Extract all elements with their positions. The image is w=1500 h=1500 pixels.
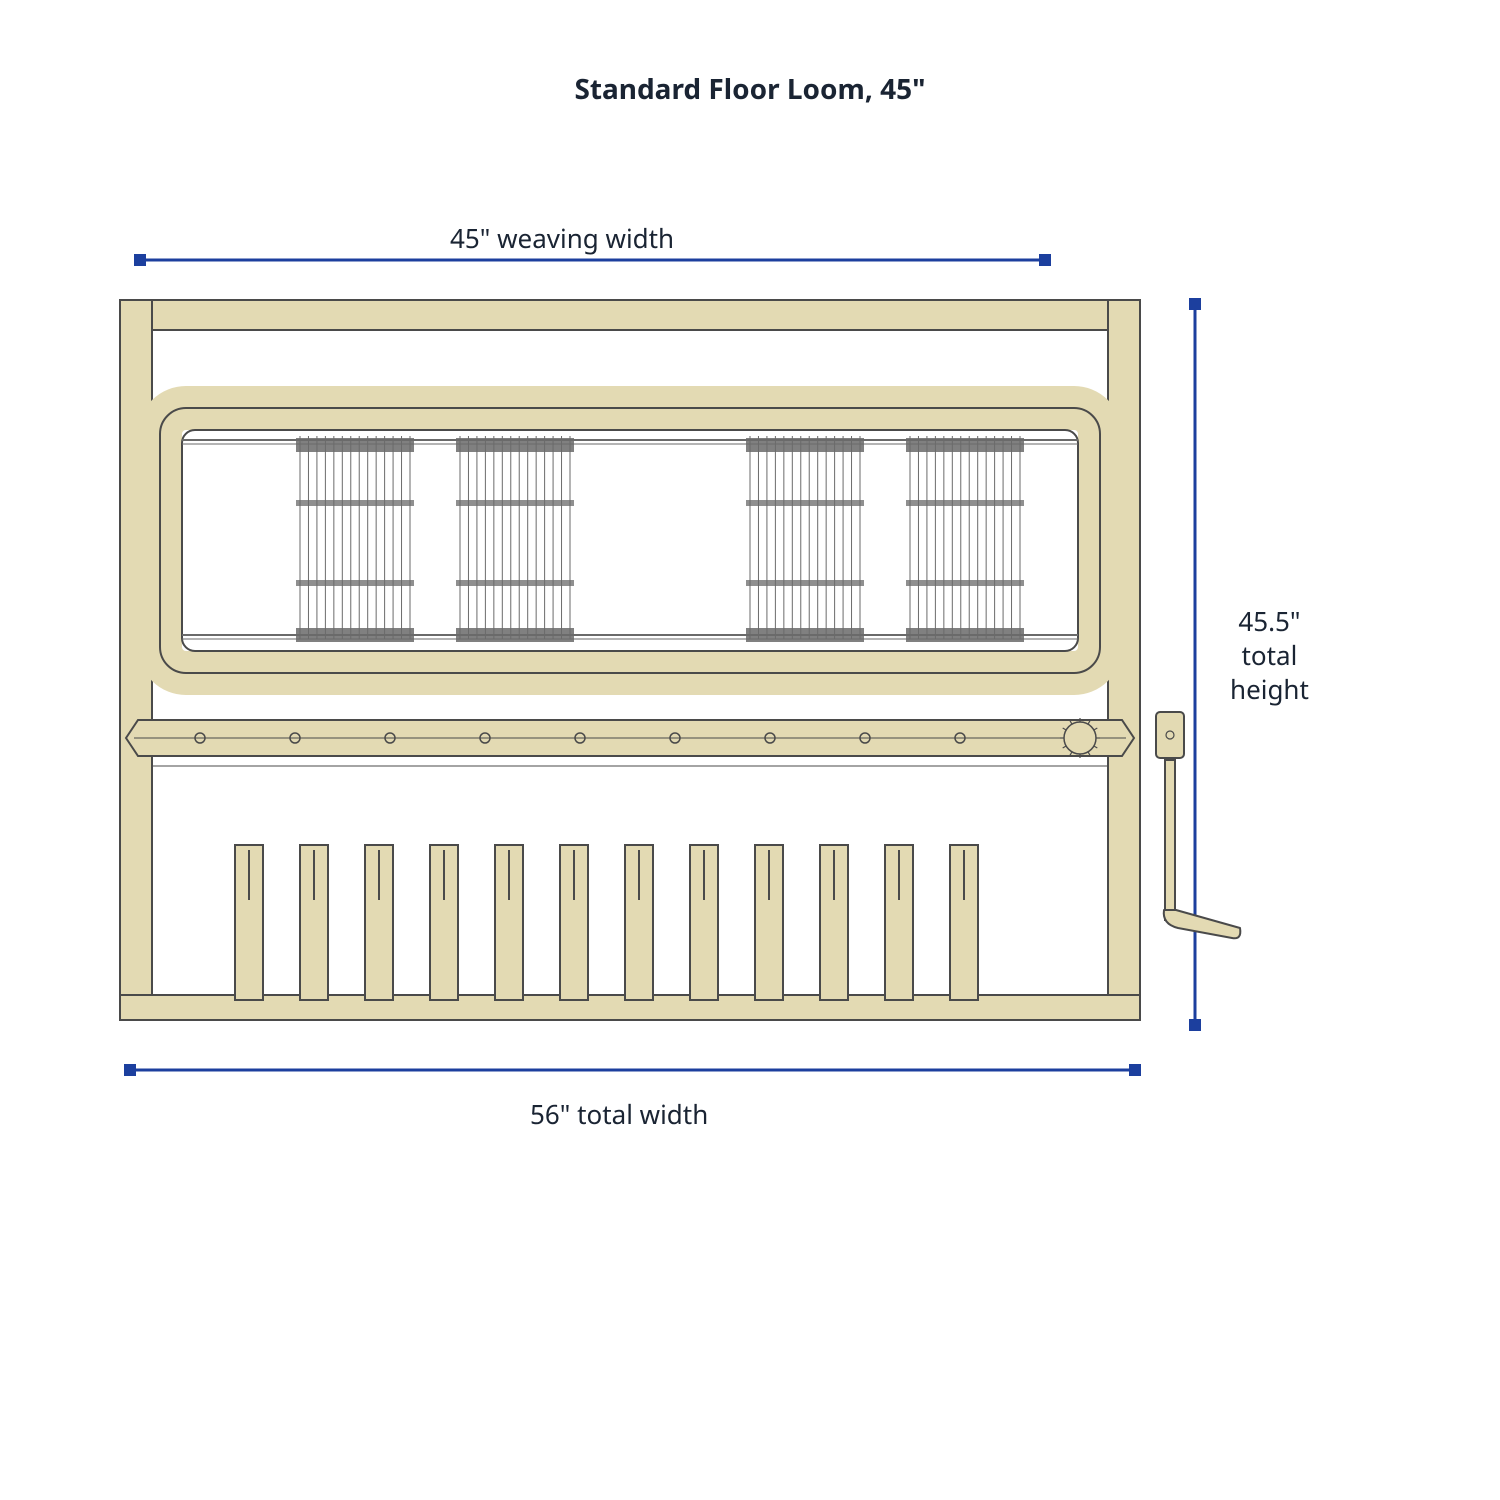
loom-diagram bbox=[0, 0, 1500, 1500]
